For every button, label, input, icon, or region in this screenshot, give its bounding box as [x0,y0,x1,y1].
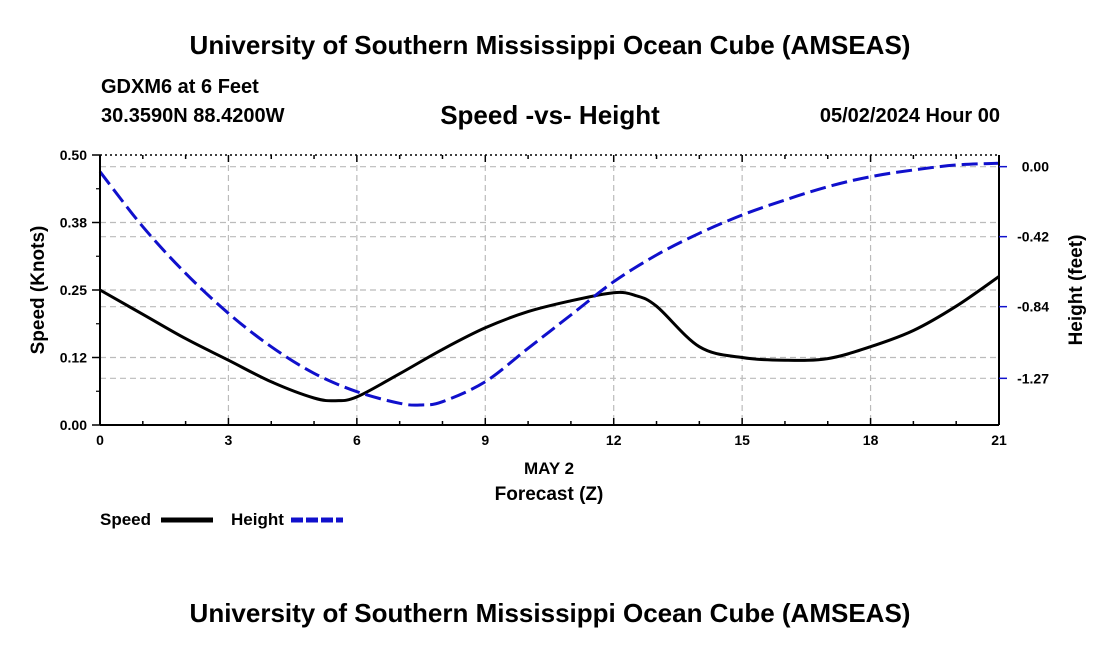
x-tick-label: 0 [96,432,104,448]
legend-label-height: Height [231,510,284,529]
tick-labels: 0 3 6 9 12 15 18 21 0.00 0.12 0.25 0.38 0.50 0.00 -0.4… [60,147,1049,448]
chart-title: University of Southern Mississippi Ocean… [189,30,911,60]
y-right-tick-label: -0.42 [1017,229,1049,245]
x-tick-label: 18 [863,432,879,448]
x-tick-label: 3 [225,432,233,448]
series-line-height [98,161,1000,407]
y-left-tick-label: 0.38 [60,215,87,231]
legend-label-speed: Speed [100,510,151,529]
y-right-tick-label: -1.27 [1017,370,1049,386]
chart-subtitle-text: Speed -vs- Height [440,100,660,130]
x-tick-label: 21 [991,432,1007,448]
x-tick-label: 15 [734,432,750,448]
y-left-tick-label: 0.25 [60,282,87,298]
x-tick-label: 12 [606,432,622,448]
y-left-tick-label: 0.12 [60,350,87,366]
forecast-datetime: 05/02/2024 Hour 00 [819,105,1000,127]
y-left-axis-title: Speed (Knots) [28,226,49,355]
y-left-tick-label: 0.00 [60,417,87,433]
series-lines [98,161,1000,407]
series-line-speed [99,275,1000,403]
station-coordinates: 30.3590N 88.4200W [101,105,285,127]
legend: Speed Height [100,510,343,529]
station-label: GDXM6 at 6 Feet [101,76,259,98]
y-right-tick-label: -0.84 [1017,299,1049,315]
chart-subtitle: Speed -vs- Height [0,100,1100,131]
y-left-tick-label: 0.50 [60,147,87,163]
x-tick-label: 6 [353,432,361,448]
x-axis-title: Forecast (Z) [495,484,604,505]
y-right-axis-title: Height (feet) [1066,235,1087,346]
x-axis-date-label: MAY 2 [524,459,574,478]
axes [92,154,1007,426]
x-tick-label: 9 [481,432,489,448]
grid-lines [100,155,999,425]
y-right-tick-label: 0.00 [1022,159,1049,175]
footer-title: University of Southern Mississippi Ocean… [189,598,911,628]
